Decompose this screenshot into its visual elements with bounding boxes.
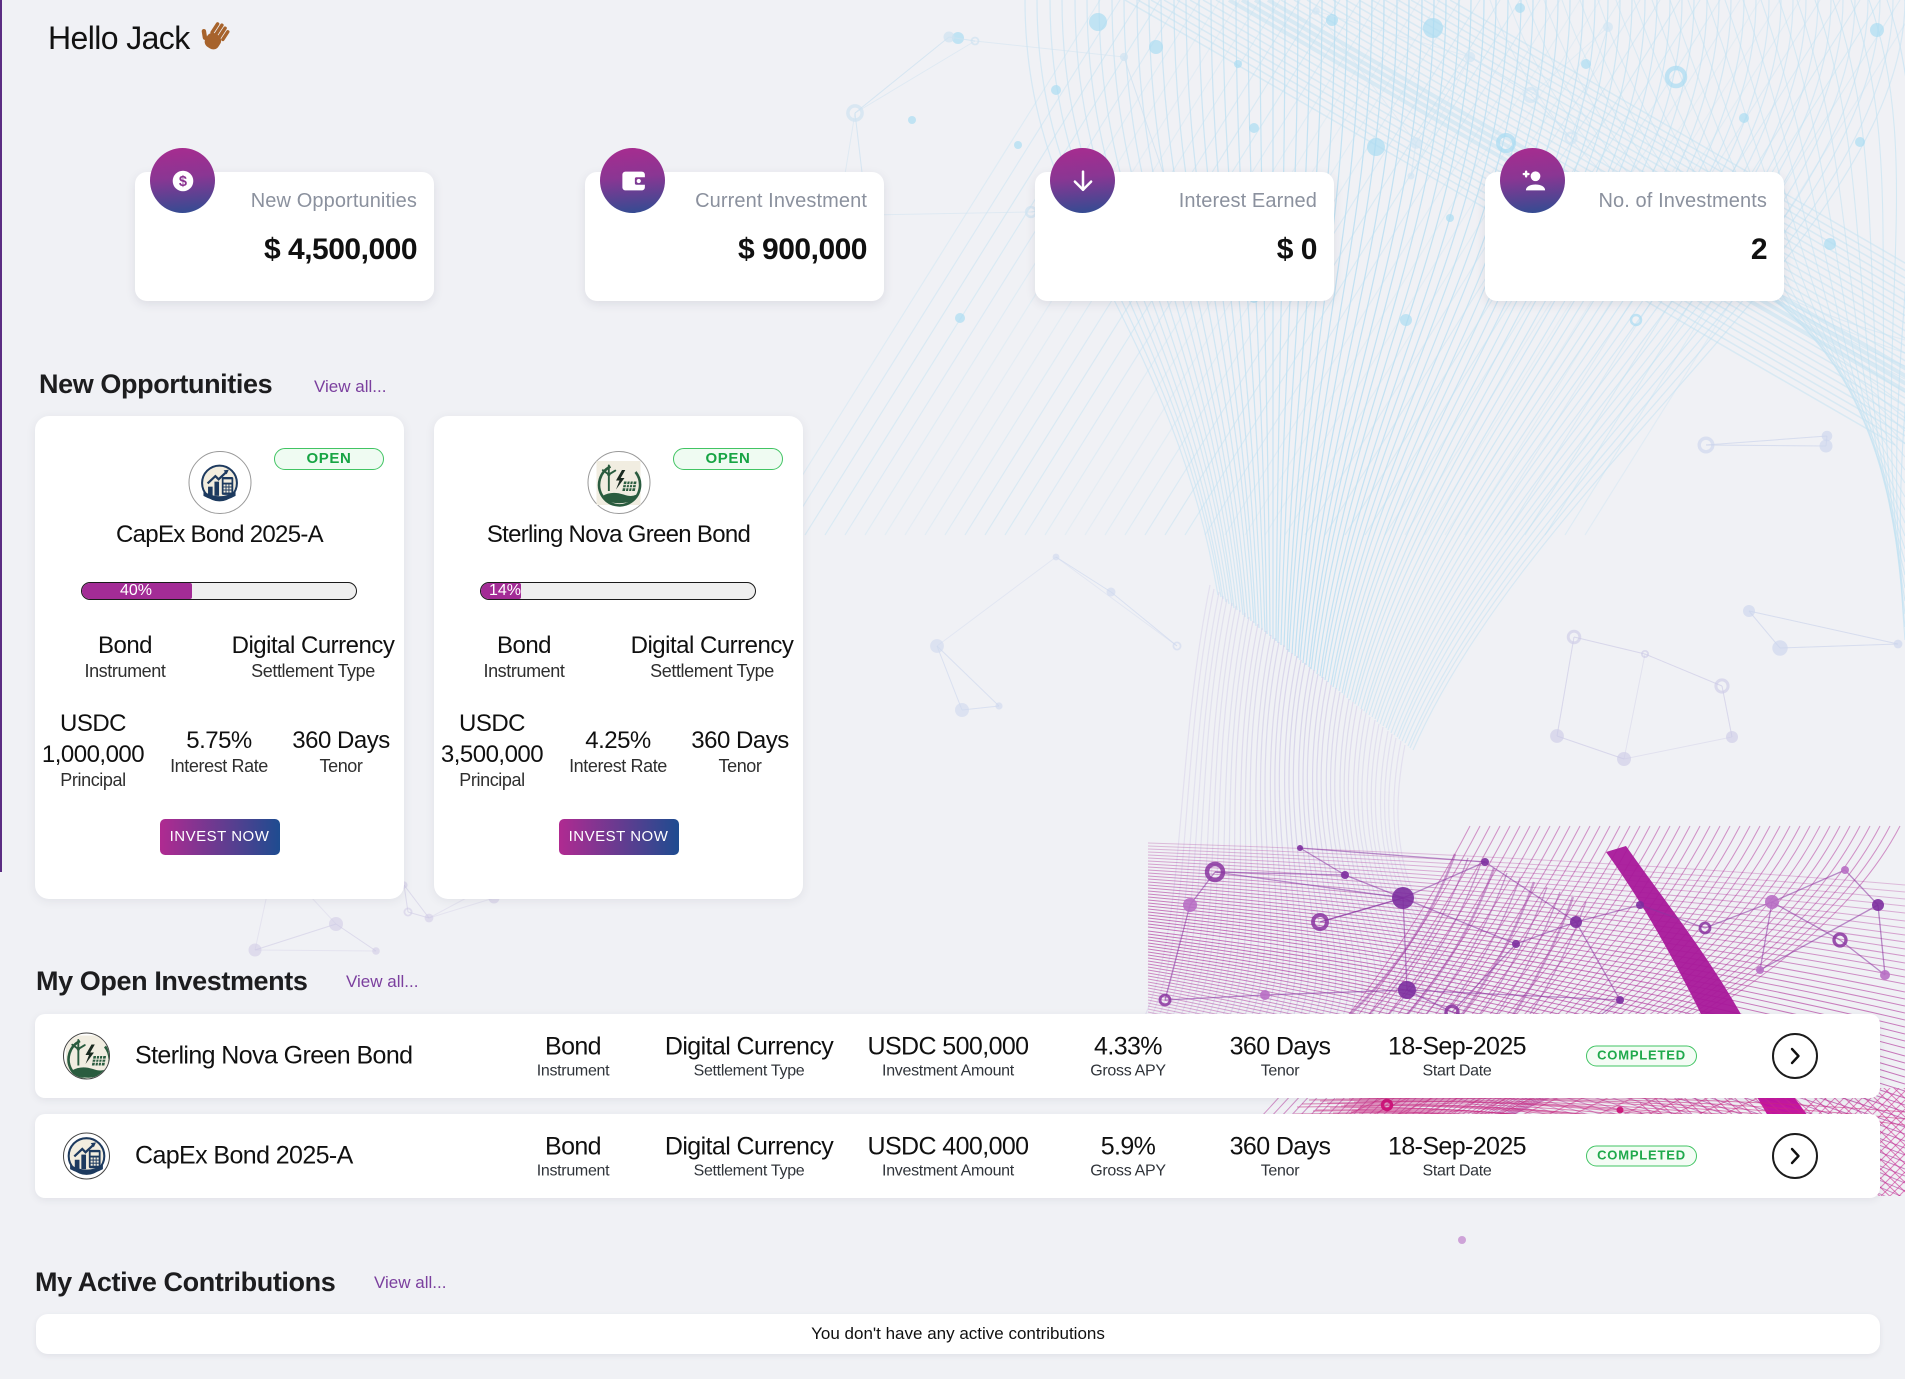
svg-text:$: $ (178, 173, 186, 189)
